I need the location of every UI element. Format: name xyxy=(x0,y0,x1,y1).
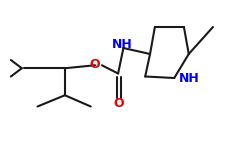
Text: NH: NH xyxy=(112,38,133,51)
Text: NH: NH xyxy=(179,72,200,85)
Text: O: O xyxy=(90,58,100,71)
Text: O: O xyxy=(113,97,124,110)
